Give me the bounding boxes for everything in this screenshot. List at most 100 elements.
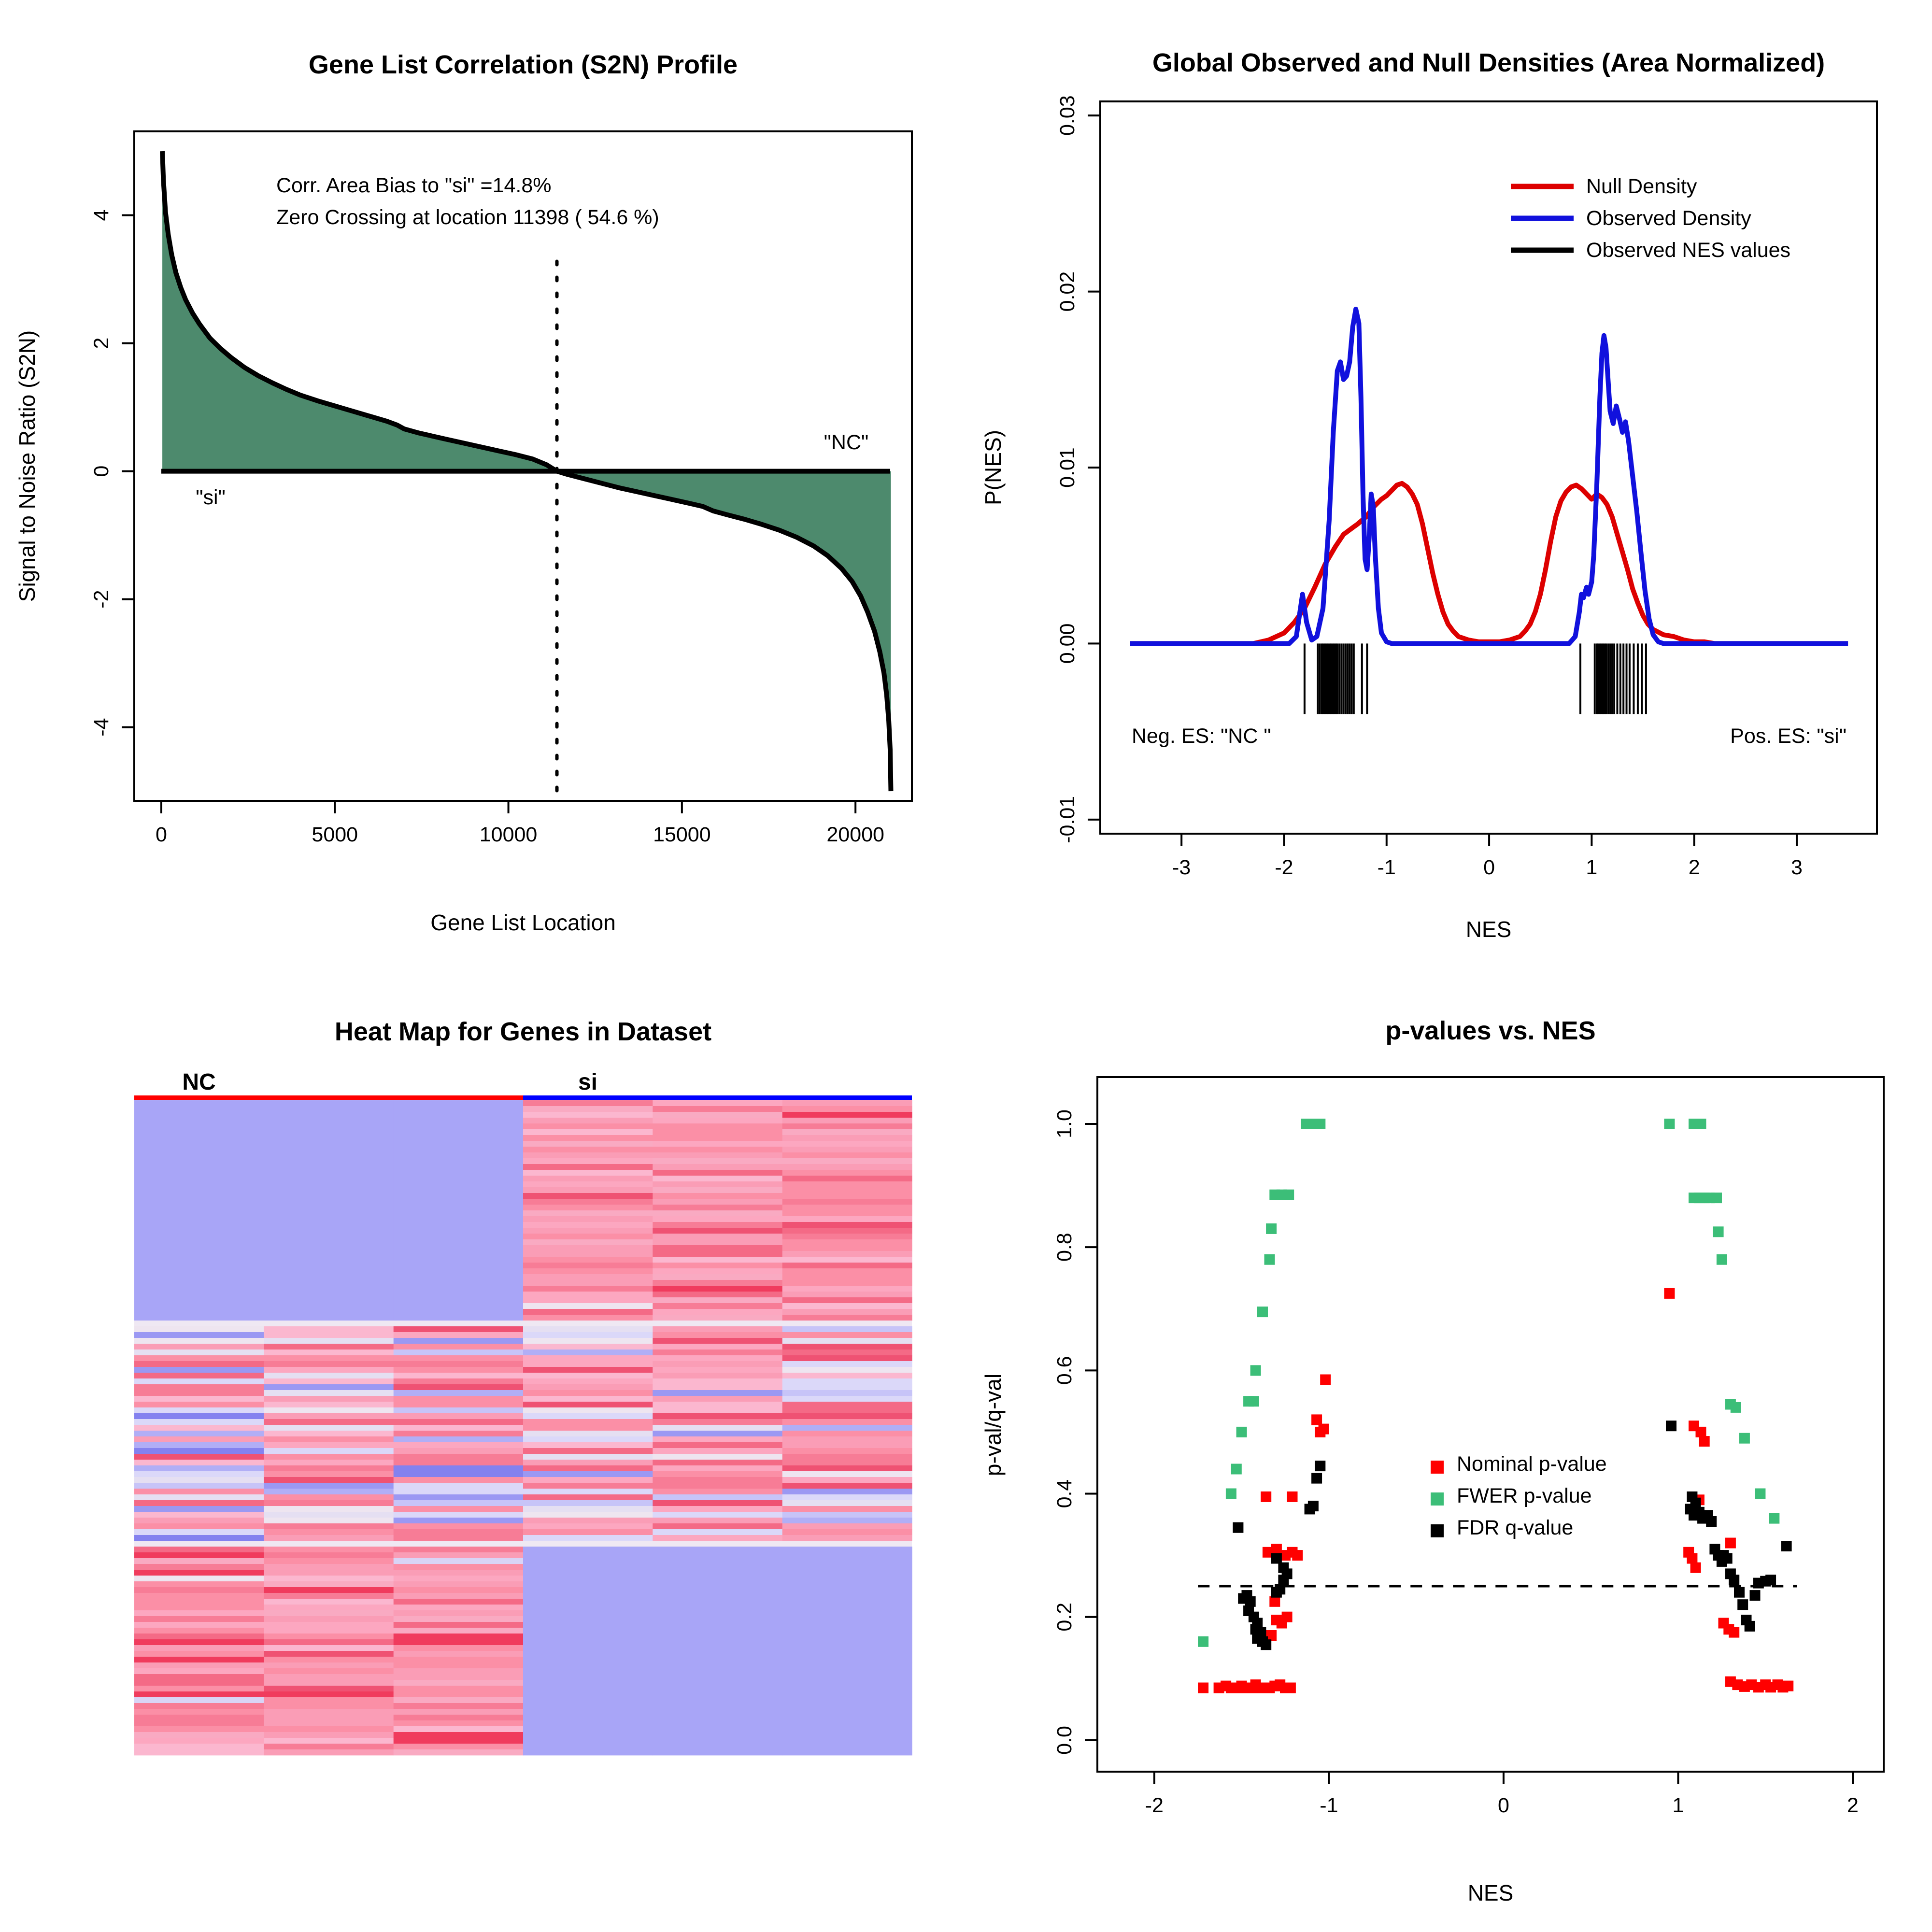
heatmap-group-label-nc: NC xyxy=(182,1069,215,1095)
observed-density-curve xyxy=(1130,307,1848,646)
heatmap-cell xyxy=(264,1170,394,1176)
heatmap-cell xyxy=(134,1263,264,1269)
y-tick-label: 0.01 xyxy=(1056,447,1079,488)
heatmap-cell xyxy=(782,1170,912,1176)
heatmap-cell xyxy=(393,1570,524,1576)
heatmap-cell xyxy=(653,1436,783,1443)
heatmap-cell xyxy=(523,1703,653,1709)
heatmap-cell xyxy=(134,1170,264,1176)
heatmap-cell xyxy=(782,1361,912,1367)
heatmap-cell xyxy=(653,1268,783,1275)
heatmap-cell xyxy=(393,1425,524,1431)
heatmap-cells xyxy=(134,1100,912,1756)
heatmap-cell xyxy=(653,1222,783,1228)
heatmap-cell xyxy=(134,1570,264,1576)
heatmap-cell xyxy=(264,1454,394,1460)
scatter-point xyxy=(1734,1587,1745,1598)
heatmap-cell xyxy=(264,1402,394,1408)
heatmap-cell xyxy=(264,1396,394,1402)
heatmap-cell xyxy=(653,1205,783,1211)
heatmap-cell xyxy=(393,1489,524,1495)
heatmap-cell xyxy=(523,1547,653,1553)
heatmap-cell xyxy=(264,1477,394,1483)
heatmap-cell xyxy=(264,1286,394,1292)
heatmap-cell xyxy=(264,1483,394,1489)
scatter-point xyxy=(1318,1423,1329,1435)
heatmap-cell xyxy=(653,1118,783,1124)
scatter-point xyxy=(1261,1639,1272,1650)
heatmap-cell xyxy=(134,1338,264,1344)
heatmap-cell xyxy=(653,1697,783,1704)
heatmap-cell xyxy=(653,1477,783,1483)
heatmap-cell xyxy=(782,1384,912,1391)
heatmap-cell xyxy=(393,1506,524,1512)
phenotype-label-nc: "NC" xyxy=(824,431,869,454)
heatmap-cell xyxy=(653,1720,783,1727)
heatmap-cell xyxy=(653,1123,783,1130)
heatmap-cell xyxy=(782,1112,912,1118)
heatmap-cell xyxy=(782,1680,912,1686)
heatmap-cell xyxy=(134,1152,264,1159)
heatmap-cell xyxy=(782,1616,912,1622)
heatmap-cell xyxy=(264,1460,394,1466)
heatmap-cell xyxy=(264,1274,394,1280)
heatmap-cell xyxy=(134,1448,264,1454)
y-tick-label: 0 xyxy=(90,466,113,477)
heatmap-cell xyxy=(653,1384,783,1391)
scatter-point xyxy=(1311,1414,1322,1425)
heatmap-cell xyxy=(782,1489,912,1495)
heatmap-cell xyxy=(782,1274,912,1280)
heatmap-cell xyxy=(393,1697,524,1704)
heatmap-cell xyxy=(264,1552,394,1559)
scatter-point xyxy=(1725,1537,1736,1548)
heatmap-cell xyxy=(782,1297,912,1304)
heatmap-cell xyxy=(523,1518,653,1524)
heatmap-cell xyxy=(134,1222,264,1228)
heatmap-cell xyxy=(782,1280,912,1286)
heatmap-cell xyxy=(782,1744,912,1750)
heatmap-cell xyxy=(393,1193,524,1199)
heatmap-cell xyxy=(782,1135,912,1141)
heatmap-cell xyxy=(264,1662,394,1669)
scatter-point xyxy=(1755,1488,1766,1499)
heatmap-cell xyxy=(264,1361,394,1367)
scatter-point xyxy=(1281,1611,1293,1622)
heatmap-cell xyxy=(782,1228,912,1234)
heatmap-cell xyxy=(264,1315,394,1321)
heatmap-cell xyxy=(264,1720,394,1727)
heatmap-cell xyxy=(782,1234,912,1240)
x-tick-label: 0 xyxy=(156,823,167,846)
heatmap-cell xyxy=(393,1263,524,1269)
heatmap-cell xyxy=(264,1605,394,1611)
heatmap-cell xyxy=(393,1274,524,1280)
heatmap-cell xyxy=(393,1593,524,1599)
scatter-point xyxy=(1729,1575,1740,1586)
heatmap-cell xyxy=(393,1181,524,1188)
scatter-point xyxy=(1225,1488,1236,1499)
heatmap-cell xyxy=(782,1720,912,1727)
heatmap-cell xyxy=(134,1564,264,1570)
scatter-point xyxy=(1716,1556,1727,1567)
heatmap-cell xyxy=(264,1570,394,1576)
heatmap-cell xyxy=(523,1222,653,1228)
heatmap-cell xyxy=(393,1402,524,1408)
heatmap-cell xyxy=(523,1373,653,1379)
heatmap-cell xyxy=(134,1662,264,1669)
legend-square-swatch xyxy=(1431,1461,1444,1474)
heatmap-cell xyxy=(134,1187,264,1193)
heatmap-cell xyxy=(264,1686,394,1692)
x-tick-label: 2 xyxy=(1689,856,1700,879)
plot-frame xyxy=(133,130,913,802)
heatmap-cell xyxy=(653,1129,783,1136)
heatmap-cell xyxy=(264,1506,394,1512)
scatter-point xyxy=(1695,1119,1706,1129)
heatmap-cell xyxy=(782,1523,912,1530)
densities-plot-area: -3 -2 -1 0 1 2 3 -0.01 0.00 0.01 0.02 0.03 Null Dens… xyxy=(1056,95,1878,879)
heatmap-cell xyxy=(782,1599,912,1605)
heatmap-cell xyxy=(523,1176,653,1182)
heatmap-cell xyxy=(134,1332,264,1338)
panel2-x-axis-label: NES xyxy=(1466,917,1512,942)
x-tick-label: -1 xyxy=(1320,1794,1338,1817)
heatmap-cell xyxy=(393,1720,524,1727)
heatmap-cell xyxy=(653,1570,783,1576)
